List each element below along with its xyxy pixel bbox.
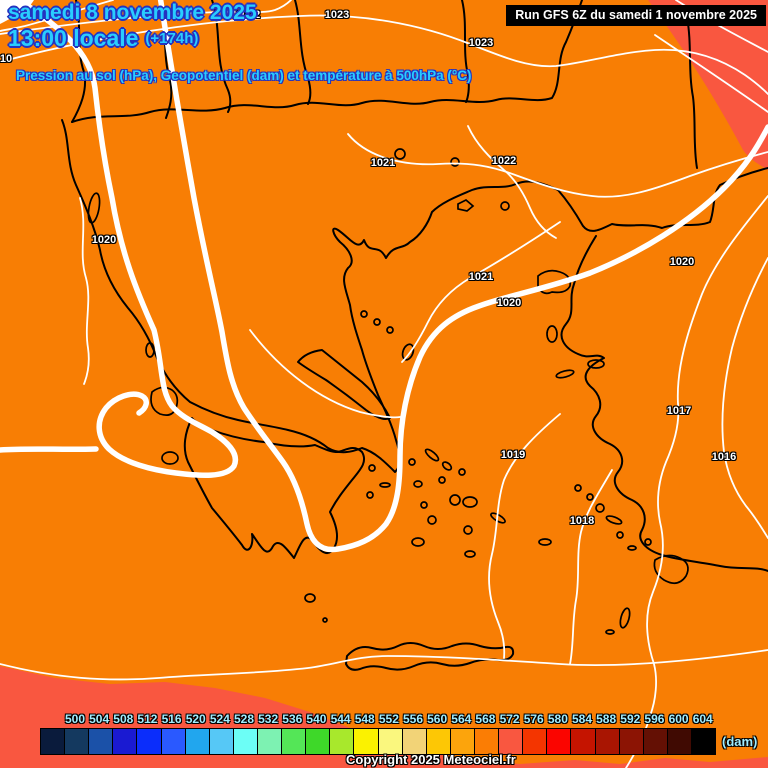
colorbar-value: 516 [161,712,182,726]
colorbar-swatch [113,729,138,754]
colorbar-value: 524 [209,712,230,726]
colorbar-value: 508 [113,712,134,726]
colorbar-swatch [378,729,403,754]
forecast-time: 13:00 locale (+174h) [8,25,198,52]
colorbar-value: 584 [571,712,593,726]
colorbar-swatch [474,729,500,754]
colorbar-value: 544 [330,712,351,726]
colorbar-swatch [233,729,258,754]
pressure-label: 1017 [666,405,692,417]
colorbar-value: 552 [378,712,399,726]
pressure-label: 1021 [370,157,396,169]
colorbar-swatch [89,729,114,754]
colorbar-swatch [426,729,451,754]
colorbar-value: 540 [306,712,327,726]
colorbar-value: 520 [185,712,206,726]
pressure-label: 1019 [500,449,526,461]
colorbar-swatch [667,729,692,754]
colorbar-value: 604 [692,712,713,726]
colorbar-swatch [209,729,234,754]
pressure-label: 1022 [491,155,517,167]
colorbar-unit: (dam) [722,734,758,749]
colorbar-swatch [306,729,331,754]
colorbar-swatch [161,729,186,754]
forecast-date: samedi 8 novembre 2025 [8,1,257,24]
colorbar-swatch [571,729,596,754]
colorbar-value: 504 [89,712,110,726]
geopotential-colorbar: 500 504 508 512 516 520 524 528 532 536 540 544 548 5… [0,712,768,758]
pressure-label: 1023 [324,9,350,21]
pressure-label: 1022 [235,9,261,21]
geopotential-band-top-right [648,0,768,170]
colorbar-swatch [499,729,524,754]
colorbar-swatch [330,729,355,754]
pressure-label: 1023 [468,37,494,49]
forecast-offset: (+174h) [145,30,199,47]
colorbar-value: 560 [427,712,448,726]
copyright-text: Copyright 2025 Meteociel.fr [346,752,516,767]
colorbar-swatch [65,729,90,754]
colorbar-value: 592 [620,712,641,726]
colorbar-swatch [595,729,620,754]
pressure-label: 10 [0,53,13,65]
pressure-label: 1018 [569,515,595,527]
colorbar-value: 500 [64,712,86,726]
colorbar-value: 556 [402,712,424,726]
colorbar-swatch [41,729,66,754]
run-info-box: Run GFS 6Z du samedi 1 novembre 2025 [506,5,766,26]
colorbar-swatch [619,729,644,754]
colorbar-swatch [523,729,548,754]
colorbar-value: 580 [547,712,568,726]
pressure-label: 1016 [711,451,737,463]
colorbar-value: 528 [233,712,255,726]
colorbar-swatch [137,729,162,754]
map-subtitle: Pression au sol (hPa), Geopotentiel (dam… [16,68,472,83]
pressure-label: 1020 [669,256,695,268]
colorbar-value: 572 [499,712,520,726]
pressure-label: 1020 [496,297,522,309]
colorbar-swatch [282,729,307,754]
colorbar-value: 576 [523,712,544,726]
forecast-time-text: 13:00 locale [8,25,139,51]
colorbar-value: 568 [475,712,496,726]
colorbar-swatch [450,729,475,754]
colorbar-swatch [185,729,210,754]
colorbar-value: 532 [258,712,279,726]
pressure-label: 1021 [468,271,494,283]
colorbar-swatch [547,729,572,754]
islands [87,148,689,635]
geopotential-contours-thick [0,0,768,553]
colorbar-value: 588 [596,712,617,726]
colorbar-swatch [643,729,668,754]
colorbar-value: 600 [668,712,689,726]
colorbar-value: 564 [451,712,472,726]
pressure-label: 1020 [91,234,117,246]
colorbar-value: 512 [137,712,158,726]
colorbar-value: 536 [282,712,303,726]
contour-bundle-corner [0,0,34,24]
colorbar-value: 548 [354,712,375,726]
colorbar-scale-labels: 500 504 508 512 516 520 524 528 532 536 540 544 548 5… [40,712,716,726]
colorbar-value: 596 [644,712,665,726]
colorbar-swatch [257,729,283,754]
colorbar-swatch [691,729,716,754]
colorbar-swatch [402,729,427,754]
colorbar-swatches [40,728,716,755]
colorbar-swatch [354,729,379,754]
